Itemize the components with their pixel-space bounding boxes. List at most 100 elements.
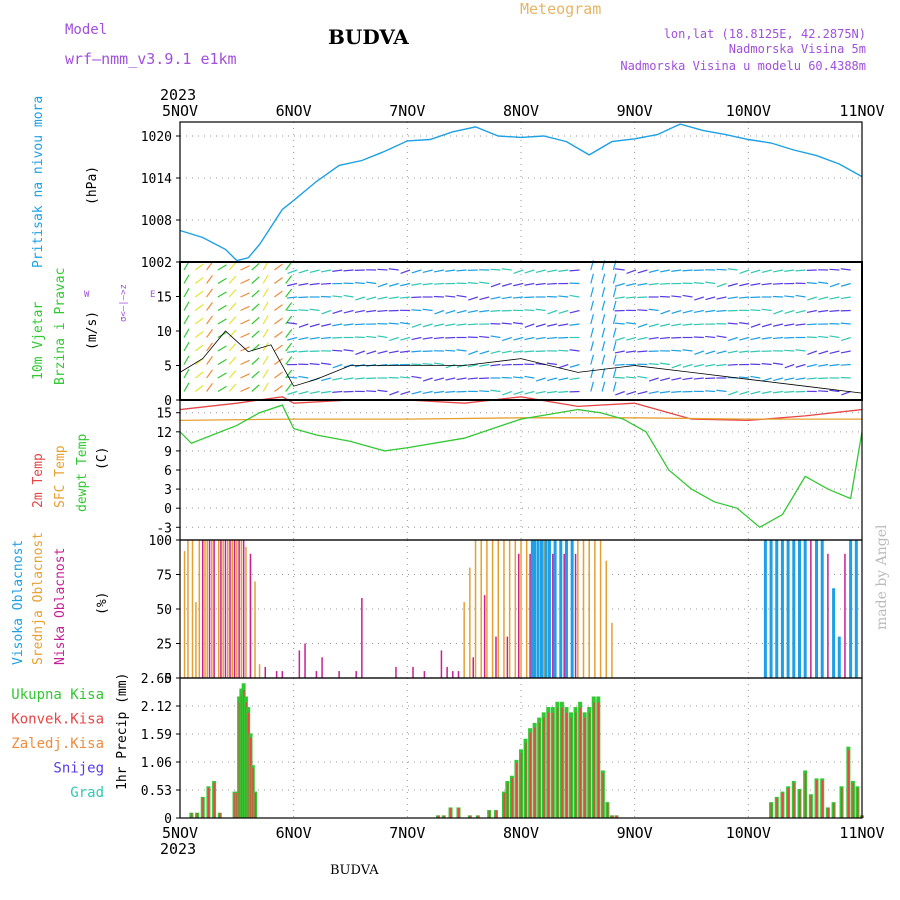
wind-barb: [601, 327, 606, 338]
precip-conv-bar: [827, 807, 829, 818]
precip-conv-bar: [525, 742, 527, 818]
wind-barb: [784, 336, 795, 339]
wind-barb: [795, 363, 806, 368]
wind-barb: [456, 377, 467, 381]
wind-barb: [388, 268, 399, 271]
wind-label-2: Brzina i Pravac: [53, 268, 68, 385]
wind-barb: [468, 350, 479, 355]
wind-barb: [309, 336, 320, 340]
wind-barb: [262, 382, 269, 392]
wind-barb: [750, 350, 761, 353]
wind-barb: [228, 329, 237, 338]
wind-barb: [626, 322, 637, 325]
wind-barb: [332, 323, 343, 327]
wind-barb: [490, 282, 501, 288]
wind-barb: [389, 390, 399, 396]
wind-barb: [660, 323, 671, 327]
wind-barb: [513, 282, 524, 287]
wind-barb: [309, 323, 320, 328]
wind-barb: [840, 296, 851, 300]
wind-barb: [445, 323, 456, 327]
wind-barb: [590, 287, 594, 298]
top-x-tick: 8NOV: [503, 102, 539, 120]
wind-barb: [524, 375, 535, 379]
wind-barb: [445, 309, 456, 314]
wind-barb: [332, 295, 343, 298]
wind-barb: [194, 371, 204, 379]
wind-barb: [840, 376, 851, 379]
wind-barb: [298, 282, 309, 286]
wind-barb: [479, 296, 490, 301]
model-name: wrf—nmm_v3.9.1 e1km: [65, 50, 237, 68]
cloud-label-3: Niska Oblacnost: [53, 548, 68, 665]
wind-barb: [625, 296, 637, 299]
wind-barb: [818, 281, 829, 285]
wind-barb: [547, 377, 558, 382]
wind-barb: [761, 323, 772, 328]
bottom-x-tick: 9NOV: [617, 824, 653, 842]
wind-barb: [626, 269, 637, 274]
wind-barb: [716, 296, 727, 300]
wind-barb: [612, 341, 617, 352]
wind-barb: [795, 294, 806, 298]
wind-barb: [479, 335, 490, 339]
temp-unit: (C): [95, 447, 110, 470]
wind-barb: [286, 296, 298, 299]
precip-conv-bar: [810, 795, 812, 818]
wind-barb: [682, 377, 693, 381]
wind-barb: [274, 263, 283, 271]
wind-barb: [829, 363, 840, 367]
wind-barb: [262, 355, 269, 365]
precip-conv-bar: [552, 712, 554, 818]
precip-conv-bar: [202, 797, 204, 818]
wind-barb: [388, 296, 399, 300]
precip-conv-bar: [611, 815, 613, 818]
wind-barb: [558, 377, 569, 381]
wind-barb: [251, 303, 260, 311]
y-tick-label: 2.65: [141, 672, 172, 687]
y-tick-label: 3: [164, 483, 172, 498]
wind-compass-east: E: [150, 290, 155, 300]
wind-barb: [546, 269, 558, 273]
wind-barb: [298, 309, 309, 312]
wind-barb: [569, 349, 580, 352]
wind-barb: [682, 363, 693, 368]
wind-barb: [274, 358, 283, 365]
wind-barb: [467, 377, 478, 380]
wind-unit: (m/s): [85, 311, 100, 350]
cloud-unit: (%): [95, 592, 110, 615]
precip-conv-bar: [457, 807, 460, 818]
wind-barb: [490, 389, 501, 393]
wind-barb: [298, 336, 309, 341]
meteogram-label: Meteogram: [520, 0, 601, 18]
wind-barb: [228, 302, 237, 311]
wind-barb: [320, 362, 331, 366]
wind-barb: [274, 290, 283, 298]
wind-barb: [422, 377, 433, 382]
wind-barb: [705, 363, 716, 367]
wind-barb: [422, 323, 433, 328]
wind-barb: [490, 268, 501, 271]
wind-barb: [614, 268, 625, 271]
wind-barb: [637, 390, 648, 395]
wind-barb: [287, 269, 298, 274]
wind-barb: [612, 287, 617, 298]
wind-barb: [228, 289, 237, 298]
wind-barb: [612, 381, 617, 392]
wind-barb: [648, 308, 659, 312]
wind-barb: [467, 363, 478, 368]
wind-barb: [829, 350, 840, 355]
precip-conv-bar: [565, 712, 568, 818]
wind-barb: [716, 389, 727, 393]
wind-barb: [546, 336, 557, 340]
wind-barb: [637, 296, 648, 299]
wind-barb: [772, 362, 783, 366]
wind-barb: [206, 315, 213, 325]
wind-barb: [479, 309, 490, 313]
wind-barb: [467, 282, 478, 285]
wind-barb: [309, 390, 320, 394]
wind-barb: [773, 323, 784, 327]
wind-barb: [332, 336, 343, 339]
wind-barb: [183, 342, 190, 352]
wind-barb: [400, 322, 411, 325]
